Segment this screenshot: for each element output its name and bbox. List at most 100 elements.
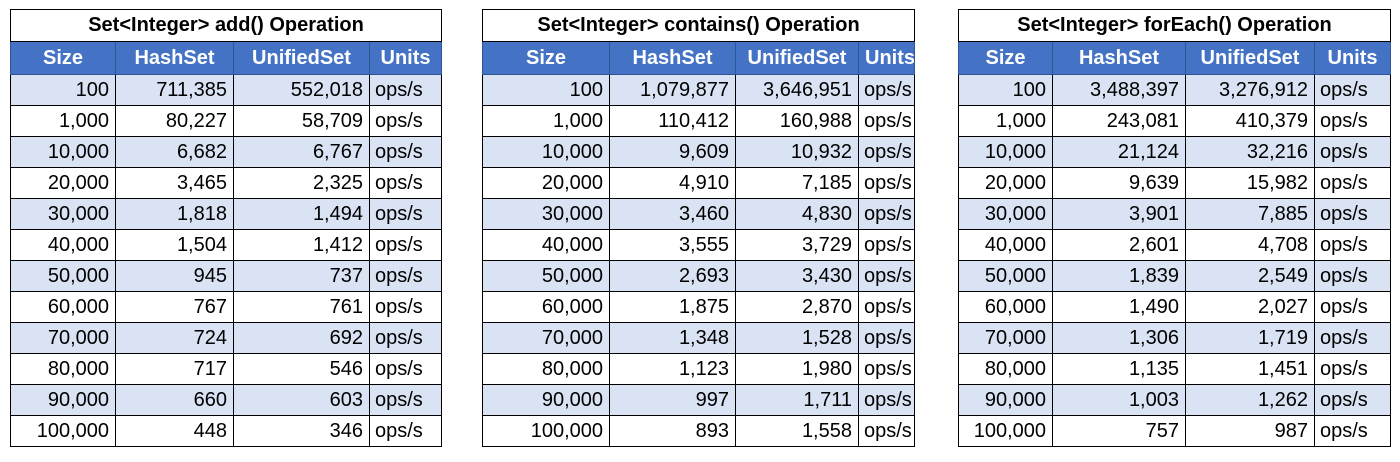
size-cell: 80,000 (10, 353, 116, 385)
table-row: 40,000 2,601 4,708 ops/s (958, 229, 1392, 261)
size-cell: 100,000 (958, 415, 1053, 447)
unifiedset-cell: 2,870 (735, 291, 859, 323)
unifiedset-cell: 987 (1185, 415, 1315, 447)
table-row: 60,000 1,490 2,027 ops/s (958, 291, 1392, 323)
units-cell: ops/s (1313, 229, 1392, 261)
size-cell: 1,000 (10, 105, 116, 137)
hashset-cell: 1,079,877 (609, 74, 736, 106)
size-cell: 100 (10, 74, 116, 106)
units-cell: ops/s (857, 105, 916, 137)
hashset-cell: 6,682 (115, 136, 234, 168)
table-row: 80,000 1,123 1,980 ops/s (482, 353, 916, 385)
unifiedset-cell: 160,988 (735, 105, 859, 137)
table-row: 80,000 1,135 1,451 ops/s (958, 353, 1392, 385)
hashset-cell: 110,412 (609, 105, 736, 137)
size-cell: 10,000 (482, 136, 610, 168)
table-row: 1,000 80,227 58,709 ops/s (10, 105, 443, 137)
size-cell: 40,000 (10, 229, 116, 261)
table-row: 80,000 717 546 ops/s (10, 353, 443, 385)
table-row: 20,000 3,465 2,325 ops/s (10, 167, 443, 199)
table-row: 90,000 1,003 1,262 ops/s (958, 384, 1392, 416)
size-cell: 70,000 (482, 322, 610, 354)
hashset-cell: 1,003 (1052, 384, 1186, 416)
table-title: Set<Integer> contains() Operation (481, 9, 916, 42)
table-title: Set<Integer> forEach() Operation (957, 9, 1392, 42)
units-cell: ops/s (368, 136, 443, 168)
unifiedset-cell: 1,711 (735, 384, 859, 416)
units-cell: ops/s (857, 415, 916, 447)
header-row: Size HashSet UnifiedSet Units (958, 41, 1392, 75)
table-row: 1,000 110,412 160,988 ops/s (482, 105, 916, 137)
table-row: 100 1,079,877 3,646,951 ops/s (482, 74, 916, 106)
table-row: 50,000 1,839 2,549 ops/s (958, 260, 1392, 292)
unifiedset-cell: 4,830 (735, 198, 859, 230)
table-row: 100,000 448 346 ops/s (10, 415, 443, 447)
table-row: 100,000 757 987 ops/s (958, 415, 1392, 447)
hashset-cell: 1,504 (115, 229, 234, 261)
size-cell: 90,000 (482, 384, 610, 416)
table-title: Set<Integer> add() Operation (9, 9, 443, 42)
column-header-size: Size (10, 41, 116, 75)
size-cell: 60,000 (958, 291, 1053, 323)
unifiedset-cell: 10,932 (735, 136, 859, 168)
unifiedset-cell: 32,216 (1185, 136, 1315, 168)
unifiedset-cell: 6,767 (233, 136, 370, 168)
column-header-hashset: HashSet (115, 41, 234, 75)
table-row: 100,000 893 1,558 ops/s (482, 415, 916, 447)
size-cell: 100 (482, 74, 610, 106)
table-row: 90,000 997 1,711 ops/s (482, 384, 916, 416)
column-header-units: Units (368, 41, 443, 75)
units-cell: ops/s (1313, 322, 1392, 354)
table-row: 60,000 767 761 ops/s (10, 291, 443, 323)
units-cell: ops/s (1313, 74, 1392, 106)
hashset-cell: 4,910 (609, 167, 736, 199)
table-row: 30,000 3,460 4,830 ops/s (482, 198, 916, 230)
units-cell: ops/s (1313, 167, 1392, 199)
units-cell: ops/s (1313, 353, 1392, 385)
hashset-cell: 724 (115, 322, 234, 354)
size-cell: 60,000 (10, 291, 116, 323)
units-cell: ops/s (1313, 198, 1392, 230)
units-cell: ops/s (1313, 415, 1392, 447)
size-cell: 50,000 (482, 260, 610, 292)
units-cell: ops/s (1313, 105, 1392, 137)
unifiedset-cell: 1,451 (1185, 353, 1315, 385)
unifiedset-cell: 737 (233, 260, 370, 292)
units-cell: ops/s (368, 105, 443, 137)
hashset-cell: 2,601 (1052, 229, 1186, 261)
unifiedset-cell: 1,528 (735, 322, 859, 354)
table-row: 10,000 6,682 6,767 ops/s (10, 136, 443, 168)
column-header-size: Size (482, 41, 610, 75)
hashset-cell: 3,901 (1052, 198, 1186, 230)
hashset-cell: 1,875 (609, 291, 736, 323)
units-cell: ops/s (368, 415, 443, 447)
hashset-cell: 3,465 (115, 167, 234, 199)
column-header-unifiedset: UnifiedSet (735, 41, 859, 75)
unifiedset-cell: 2,549 (1185, 260, 1315, 292)
size-cell: 20,000 (958, 167, 1053, 199)
hashset-cell: 9,609 (609, 136, 736, 168)
table-row: 20,000 4,910 7,185 ops/s (482, 167, 916, 199)
units-cell: ops/s (857, 353, 916, 385)
table-body: Set<Integer> contains() Operation Size Has… (481, 9, 916, 447)
table-row: 70,000 1,348 1,528 ops/s (482, 322, 916, 354)
unifiedset-cell: 2,027 (1185, 291, 1315, 323)
units-cell: ops/s (368, 198, 443, 230)
size-cell: 10,000 (10, 136, 116, 168)
hashset-cell: 767 (115, 291, 234, 323)
hashset-cell: 757 (1052, 415, 1186, 447)
units-cell: ops/s (857, 291, 916, 323)
units-cell: ops/s (368, 229, 443, 261)
table-row: 40,000 1,504 1,412 ops/s (10, 229, 443, 261)
unifiedset-cell: 58,709 (233, 105, 370, 137)
unifiedset-cell: 1,412 (233, 229, 370, 261)
table-row: 40,000 3,555 3,729 ops/s (482, 229, 916, 261)
contains-operation-table: Set<Integer> contains() Operation Size Has… (481, 9, 916, 447)
units-cell: ops/s (1313, 136, 1392, 168)
size-cell: 30,000 (482, 198, 610, 230)
foreach-operation-table: Set<Integer> forEach() Operation Size Hash… (957, 9, 1392, 447)
units-cell: ops/s (368, 291, 443, 323)
hashset-cell: 21,124 (1052, 136, 1186, 168)
size-cell: 60,000 (482, 291, 610, 323)
hashset-cell: 893 (609, 415, 736, 447)
